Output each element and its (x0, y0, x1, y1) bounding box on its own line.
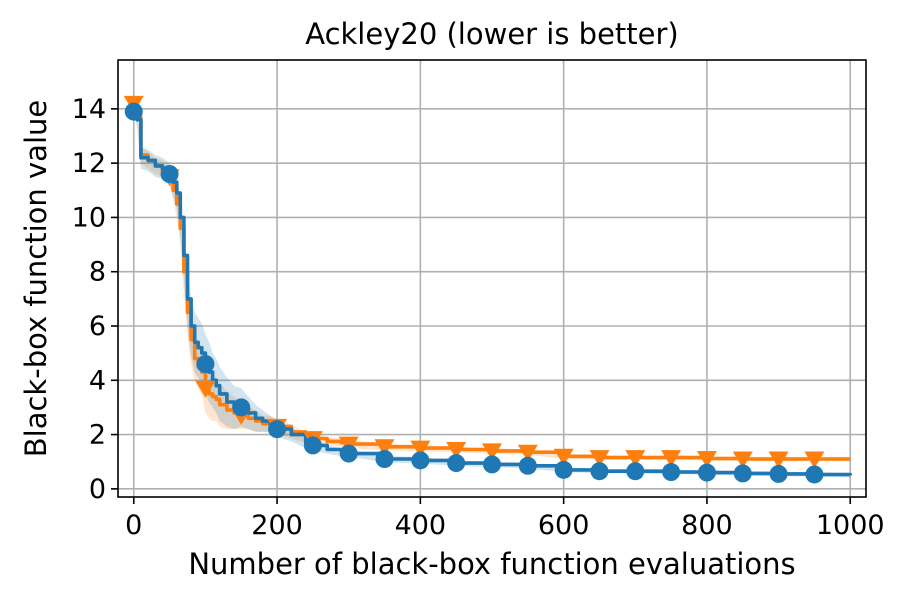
data-point (375, 450, 394, 468)
x-tick-label: 400 (395, 510, 447, 541)
data-point (232, 398, 251, 417)
x-tick-label: 800 (681, 510, 733, 541)
data-point (195, 380, 216, 398)
x-tick-label: 0 (125, 510, 142, 541)
data-point (339, 444, 358, 463)
y-tick-label: 0 (89, 474, 106, 505)
data-point (411, 451, 430, 470)
data-point (410, 440, 431, 458)
data-point (768, 451, 789, 469)
data-point (160, 165, 179, 183)
data-point (483, 455, 501, 474)
x-tick-label: 200 (251, 510, 303, 541)
y-tick-label: 12 (72, 148, 106, 179)
data-point (769, 464, 788, 483)
data-point (124, 102, 143, 121)
data-point (804, 451, 825, 469)
axis-ticks: 0 200 400 600 800 1000 0 2 4 6 8 10 12 14 (72, 94, 885, 541)
y-tick-label: 2 (89, 420, 106, 451)
data-point (589, 450, 610, 468)
data-point (662, 463, 681, 482)
y-tick-label: 6 (89, 311, 106, 342)
y-tick-label: 4 (89, 365, 106, 396)
data-point (518, 456, 537, 475)
data-point (517, 444, 538, 462)
plot-frame (117, 59, 867, 498)
data-point (696, 450, 717, 468)
data-point (374, 439, 395, 457)
x-axis-label: Number of black-box function evaluations (188, 547, 795, 581)
x-tick-label: 600 (538, 510, 590, 541)
grid (118, 60, 866, 497)
chart-title: Ackley20 (lower is better) (305, 17, 679, 51)
y-tick-label: 14 (72, 94, 106, 125)
data-point (732, 451, 753, 469)
data-point (661, 450, 682, 468)
data-point (625, 450, 646, 468)
data-point (733, 464, 752, 483)
y-axis-label: Black-box function value (19, 100, 53, 457)
data-point (697, 463, 716, 482)
data-point (196, 355, 215, 373)
series-markers (123, 95, 825, 484)
data-point (554, 460, 573, 479)
data-point (268, 420, 287, 439)
data-point (303, 436, 322, 455)
y-tick-label: 10 (72, 202, 106, 233)
x-tick-label: 1000 (816, 510, 885, 541)
data-point (590, 462, 609, 481)
data-point (447, 454, 466, 473)
data-point (626, 462, 645, 481)
data-point (805, 465, 824, 484)
data-point (482, 443, 502, 461)
y-tick-label: 8 (89, 257, 106, 288)
data-point (446, 442, 467, 459)
data-point (553, 448, 574, 466)
